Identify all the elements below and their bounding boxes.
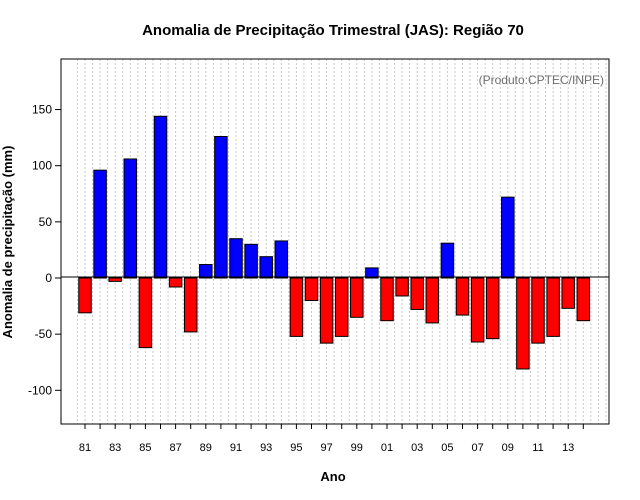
bar-00: [365, 267, 379, 279]
bar-14: [576, 277, 591, 322]
bar-99: [350, 277, 364, 318]
x-tick-label: 89: [200, 442, 212, 454]
bar-95: [289, 277, 304, 337]
plot-frame: [60, 58, 610, 425]
bar-11: [531, 277, 545, 344]
y-tick-label: 50: [39, 215, 53, 229]
x-tick-label: 03: [411, 442, 423, 454]
bar-91: [229, 238, 243, 279]
y-tick-label: -100: [28, 383, 52, 397]
x-tick-label: 01: [381, 442, 393, 454]
x-tick-label: 87: [169, 442, 181, 454]
bar-85: [138, 277, 153, 349]
x-tick-label: 99: [351, 442, 363, 454]
x-tick-label: 83: [109, 442, 121, 454]
x-tick-label: 97: [320, 442, 332, 454]
y-tick-label: -50: [35, 327, 53, 341]
bar-81: [78, 277, 92, 314]
x-tick-label: 93: [260, 442, 272, 454]
bar-06: [455, 277, 470, 316]
x-tick-label: 95: [290, 442, 302, 454]
bar-96: [304, 277, 319, 301]
bar-05: [440, 242, 455, 279]
x-axis: 81 83 85 87 89 91 93 95 97 99 01 03 05 07 09 11 13: [79, 424, 584, 454]
bar-88: [183, 277, 198, 333]
bar-01: [380, 277, 394, 322]
bar-09: [501, 196, 515, 279]
y-axis-label: Anomalia de precipitação (mm): [0, 146, 15, 339]
y-tick-label: 0: [45, 271, 52, 285]
bar-02: [395, 277, 409, 297]
y-tick-label: 100: [32, 159, 52, 173]
bar-94: [274, 240, 289, 279]
bar-98: [334, 277, 349, 337]
bar-89: [199, 264, 213, 279]
grid: [76, 59, 607, 424]
bar-92: [244, 243, 258, 279]
x-tick-label: 13: [562, 442, 574, 454]
x-tick-label: 09: [502, 442, 514, 454]
y-axis: -100 -50 0 50 100 150: [28, 103, 61, 397]
bar-87: [168, 277, 183, 288]
bar-07: [470, 277, 485, 343]
x-tick-label: 11: [532, 442, 543, 454]
x-tick-label: 07: [471, 442, 483, 454]
bar-93: [259, 256, 273, 279]
bar-90: [214, 135, 228, 279]
x-tick-label: 05: [441, 442, 453, 454]
bar-86: [153, 115, 168, 279]
bar-13: [561, 277, 575, 309]
bar-08: [485, 277, 500, 340]
chart-title: Anomalia de Precipitação Trimestral (JAS…: [142, 22, 524, 39]
bar-97: [319, 277, 334, 344]
x-tick-label: 91: [230, 442, 242, 454]
bar-82: [93, 169, 107, 279]
credit-annotation: (Produto:CPTEC/INPE): [479, 73, 604, 87]
bars: [78, 115, 591, 370]
bar-83: [108, 277, 122, 282]
x-tick-label: 81: [79, 442, 91, 454]
x-axis-label: Ano: [320, 469, 345, 484]
bar-12: [546, 277, 560, 337]
bar-10: [516, 277, 530, 370]
bar-84: [123, 158, 138, 279]
bar-04: [425, 277, 440, 324]
bar-03: [410, 277, 424, 310]
x-tick-label: 85: [139, 442, 151, 454]
y-tick-label: 150: [32, 103, 52, 117]
